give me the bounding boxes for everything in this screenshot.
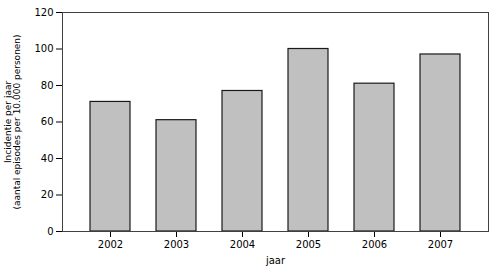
svg-text:2002: 2002 <box>98 239 123 250</box>
svg-text:2005: 2005 <box>296 239 321 250</box>
svg-text:jaar: jaar <box>265 255 286 266</box>
svg-text:2004: 2004 <box>230 239 255 250</box>
svg-text:2007: 2007 <box>428 239 453 250</box>
svg-text:100: 100 <box>34 43 53 54</box>
svg-text:2003: 2003 <box>164 239 189 250</box>
svg-text:2006: 2006 <box>362 239 387 250</box>
svg-text:0: 0 <box>47 226 53 237</box>
svg-text:20: 20 <box>41 189 54 200</box>
svg-text:60: 60 <box>41 116 54 127</box>
svg-text:80: 80 <box>41 80 54 91</box>
svg-text:120: 120 <box>34 7 53 18</box>
svg-text:Incidentie per jaar(aantal epi: Incidentie per jaar(aantal episodes per … <box>3 34 22 209</box>
svg-text:40: 40 <box>41 153 54 164</box>
